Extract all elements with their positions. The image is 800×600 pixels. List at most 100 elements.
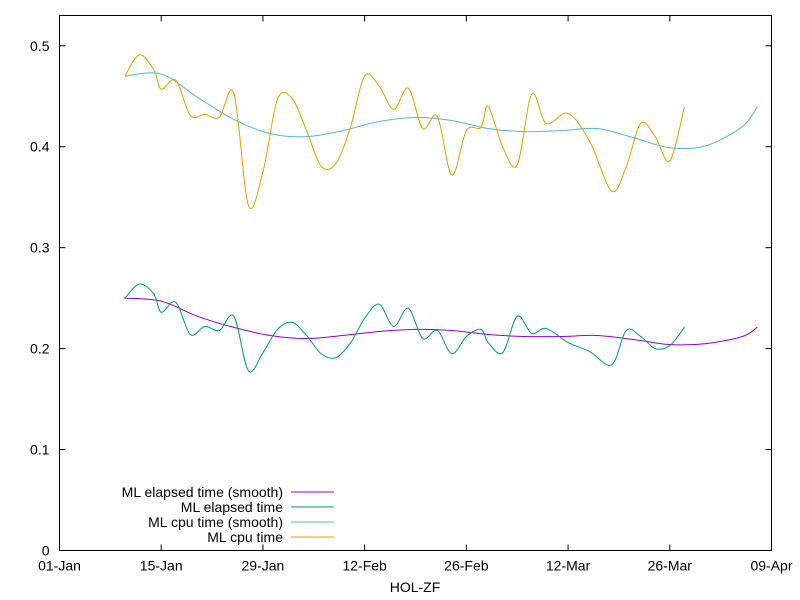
- data-point: [218, 329, 220, 331]
- data-point: [160, 73, 162, 75]
- data-point: [422, 128, 424, 130]
- data-point: [531, 93, 533, 95]
- data-point: [415, 328, 416, 330]
- data-point: [204, 113, 206, 115]
- data-point: [407, 307, 409, 309]
- data-point: [189, 114, 191, 116]
- series-line: [124, 283, 685, 373]
- data-point: [596, 128, 598, 130]
- data-point: [516, 315, 518, 317]
- data-point: [276, 328, 278, 330]
- data-point: [436, 115, 438, 117]
- data-point: [160, 300, 162, 302]
- data-point: [233, 92, 235, 94]
- data-point: [306, 338, 308, 340]
- y-tick-label: 0.3: [30, 240, 50, 256]
- series-0: [124, 297, 758, 346]
- data-point: [436, 329, 438, 331]
- data-point: [247, 204, 249, 206]
- data-point: [669, 345, 671, 347]
- data-point: [545, 327, 547, 329]
- data-point: [422, 338, 424, 340]
- legend-label: ML cpu time: [207, 529, 283, 545]
- data-point: [480, 127, 482, 129]
- data-point: [451, 353, 453, 355]
- series-line: [124, 54, 685, 209]
- data-point: [465, 336, 467, 337]
- legend-item: ML cpu time (smooth): [148, 514, 334, 530]
- data-point: [465, 130, 467, 132]
- data-point: [683, 106, 685, 108]
- data-point: [393, 325, 395, 327]
- data-point: [342, 130, 344, 132]
- data-point: [487, 342, 489, 344]
- data-point: [189, 333, 191, 335]
- data-point: [741, 126, 743, 128]
- x-axis: 01-Jan 15-Jan 29-Jan 12-Feb 26-Feb 12-Mar 26-M…: [38, 15, 793, 574]
- data-point: [204, 325, 206, 327]
- data-point: [415, 116, 416, 118]
- x-axis-label: HOL-ZF: [390, 579, 441, 595]
- legend-label: ML elapsed time: [181, 499, 283, 515]
- data-point: [567, 112, 569, 114]
- data-point: [611, 364, 613, 366]
- data-point: [567, 342, 569, 344]
- data-point: [335, 357, 337, 359]
- data-point: [625, 166, 627, 168]
- data-point: [160, 311, 162, 313]
- data-point: [218, 116, 220, 118]
- data-point: [705, 343, 707, 345]
- data-point: [378, 85, 380, 87]
- data-point: [378, 120, 380, 122]
- data-point: [756, 326, 758, 328]
- y-tick-label: 0.5: [30, 38, 50, 54]
- data-point: [320, 353, 322, 355]
- data-point: [349, 343, 351, 345]
- data-point: [378, 303, 380, 305]
- data-point: [138, 54, 140, 56]
- series-1: [124, 283, 685, 373]
- data-point: [233, 315, 235, 317]
- data-point: [342, 334, 344, 336]
- x-tick-label: 29-Jan: [242, 558, 285, 574]
- data-point: [654, 348, 656, 350]
- data-point: [364, 317, 366, 319]
- data-point: [487, 128, 489, 130]
- data-point: [589, 351, 591, 353]
- x-tick-label: 09-Apr: [750, 558, 792, 574]
- data-point: [632, 137, 634, 139]
- x-tick-label: 26-Feb: [444, 558, 489, 574]
- series-line: [124, 72, 758, 150]
- legend-item: ML cpu time: [207, 529, 334, 545]
- data-point: [124, 297, 126, 299]
- data-point: [269, 334, 271, 336]
- data-point: [175, 301, 177, 303]
- data-point: [247, 370, 249, 372]
- data-point: [153, 69, 155, 71]
- series-3: [124, 54, 685, 209]
- data-point: [320, 165, 322, 167]
- data-point: [560, 336, 562, 337]
- data-point: [545, 123, 547, 125]
- data-point: [480, 328, 482, 330]
- data-point: [160, 88, 162, 90]
- legend-label: ML elapsed time (smooth): [122, 484, 283, 500]
- data-point: [741, 336, 743, 337]
- data-point: [306, 130, 308, 132]
- data-point: [705, 145, 707, 147]
- data-point: [197, 96, 199, 98]
- data-point: [291, 97, 293, 99]
- data-point: [451, 329, 453, 331]
- y-axis: 0 0.1 0.2 0.3 0.4 0.5: [30, 38, 772, 559]
- data-point: [262, 352, 264, 354]
- x-tick-label: 12-Feb: [342, 558, 387, 574]
- legend-item: ML elapsed time (smooth): [122, 484, 334, 500]
- data-point: [291, 321, 293, 323]
- series-layer: [124, 54, 758, 373]
- series-2: [124, 72, 758, 150]
- data-point: [640, 123, 642, 125]
- data-point: [516, 164, 518, 166]
- legend-label: ML cpu time (smooth): [148, 514, 283, 530]
- legend-item: ML elapsed time: [181, 499, 334, 515]
